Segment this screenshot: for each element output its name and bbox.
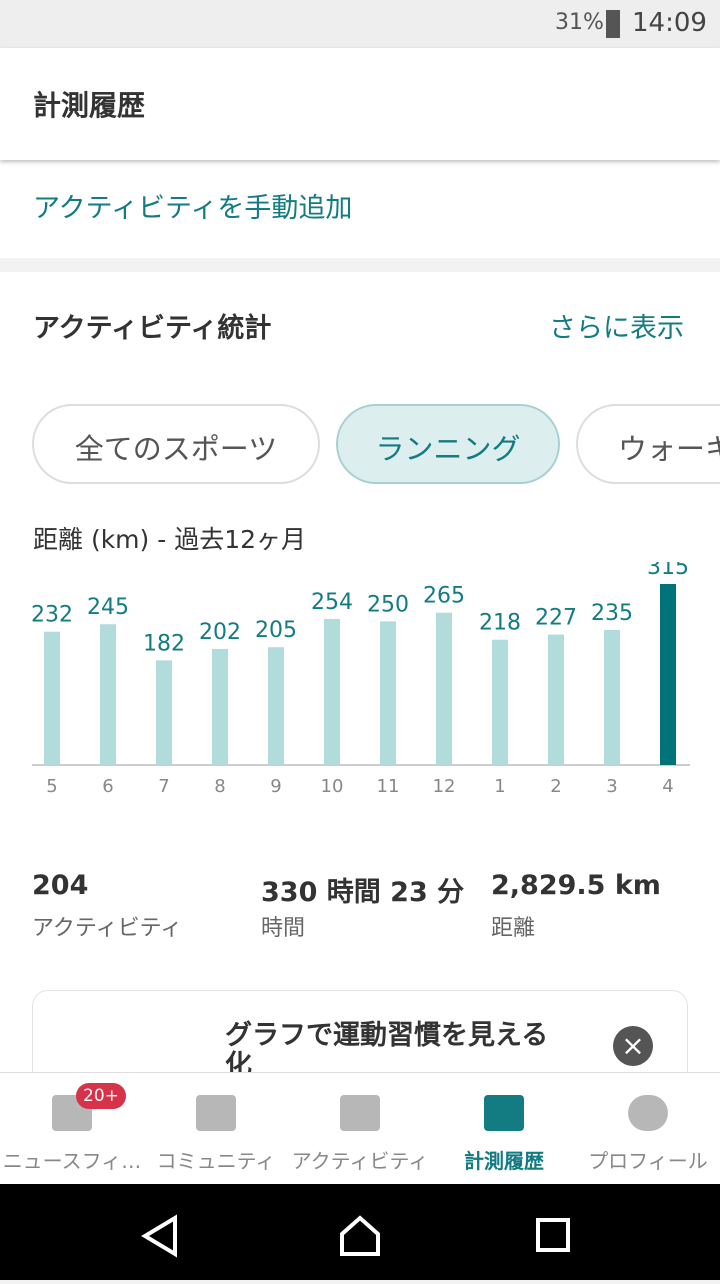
nav-label[interactable]: プロフィール	[588, 1149, 708, 1173]
x-tick-label: 8	[214, 776, 225, 797]
stats-title: アクティビティ統計	[33, 313, 272, 344]
data-label: 202	[199, 620, 241, 645]
bar	[436, 612, 452, 765]
bar	[660, 584, 676, 765]
bar	[492, 639, 508, 765]
filter-label[interactable]: ウォーキ	[617, 432, 720, 466]
x-tick-label: 6	[102, 776, 113, 797]
bar	[380, 621, 396, 765]
x-tick-label: 5	[46, 776, 57, 797]
bar	[324, 619, 340, 765]
chart: 2325245618272028205925410250112651221812…	[31, 562, 690, 797]
system-buttons	[141, 1214, 570, 1258]
battery: 31%	[555, 10, 604, 35]
time: 14:09	[632, 8, 707, 38]
bar	[100, 624, 116, 765]
data-label: 254	[311, 590, 353, 615]
data-label: 315	[647, 562, 689, 580]
more-link[interactable]: さらに表示	[549, 313, 684, 344]
summary-label: 時間	[261, 916, 306, 941]
filter-label[interactable]: 全てのスポーツ	[74, 432, 278, 466]
filter-chip[interactable]: 全てのスポーツ	[32, 404, 320, 484]
nav-label[interactable]: 計測履歴	[464, 1149, 544, 1173]
bar	[212, 648, 228, 765]
header-title: 計測履歴	[33, 89, 146, 122]
bar	[156, 660, 172, 765]
bottom-nav: ニュースフィ… 20+ コミュニティ アクティビティ 計測履歴 プロフィール	[0, 1072, 720, 1184]
add-activity[interactable]: アクティビティを手動追加	[33, 193, 353, 224]
system-nav	[0, 1184, 720, 1280]
x-tick-label: 2	[550, 776, 561, 797]
nav-badge: 20+	[76, 1083, 126, 1109]
data-label: 232	[31, 603, 73, 628]
x-tick-label: 7	[158, 776, 169, 797]
nav-label[interactable]: アクティビティ	[291, 1149, 429, 1173]
bar	[604, 629, 620, 765]
summary-label: 距離	[491, 916, 536, 941]
nav-item[interactable]: 計測履歴	[432, 1073, 576, 1185]
chart-title: 距離 (km) - 過去12ヶ月	[33, 525, 307, 554]
summary-value: 2,829.5 km	[491, 870, 661, 901]
nav-item[interactable]: アクティビティ	[288, 1073, 432, 1185]
filter-label[interactable]: ランニング	[375, 432, 521, 466]
nav-icon	[628, 1095, 668, 1131]
filters: 全てのスポーツ ランニング ウォーキ	[0, 404, 720, 484]
summary-value: 204	[32, 870, 89, 901]
battery-icon	[606, 10, 620, 38]
filter-chip[interactable]: ランニング	[336, 404, 560, 484]
filter-chip[interactable]: ウォーキ	[576, 404, 720, 484]
bar	[548, 634, 564, 765]
data-label: 235	[591, 601, 633, 626]
add-row[interactable]: アクティビティを手動追加	[0, 160, 720, 258]
nav-icon	[196, 1095, 236, 1131]
x-tick-label: 10	[321, 776, 344, 797]
nav-label[interactable]: コミュニティ	[156, 1149, 276, 1173]
data-label: 265	[423, 584, 465, 609]
nav-item[interactable]: プロフィール	[576, 1073, 720, 1185]
summary: 204 アクティビティ 330 時間 23 分時間 2,829.5 km 距離	[0, 870, 720, 950]
stats-card: アクティビティ統計 さらに表示 全てのスポーツ ランニング ウォーキ 距離 (km)…	[0, 272, 720, 1072]
nav-item[interactable]: コミュニティ	[144, 1073, 288, 1185]
promo-title: グラフで運動習慣を見える化	[225, 1020, 549, 1073]
close-button[interactable]: ×	[613, 1026, 653, 1066]
x-tick-label: 11	[377, 776, 400, 797]
header: 計測履歴	[0, 48, 720, 160]
data-label: 227	[535, 606, 577, 631]
summary-value: 330 時間 23 分	[261, 877, 465, 908]
bar	[44, 631, 60, 765]
data-label: 218	[479, 611, 521, 636]
nav-label[interactable]: ニュースフィ…	[2, 1149, 142, 1173]
nav-icon	[340, 1095, 380, 1131]
x-tick-label: 12	[433, 776, 456, 797]
x-tick-label: 9	[270, 776, 281, 797]
status-bar: 31% 14:09	[0, 0, 720, 48]
bar	[268, 647, 284, 765]
promo-card: グラフで運動習慣を見える化 ×	[32, 990, 688, 1072]
data-label: 250	[367, 592, 409, 617]
x-tick-label: 3	[606, 776, 617, 797]
data-label: 245	[87, 595, 129, 620]
x-tick-label: 4	[662, 776, 673, 797]
data-label: 182	[143, 631, 185, 656]
x-tick-label: 1	[494, 776, 505, 797]
summary-label: アクティビティ	[32, 916, 183, 941]
nav-icon	[484, 1095, 524, 1131]
nav-item[interactable]: ニュースフィ… 20+	[0, 1073, 144, 1185]
data-label: 205	[255, 618, 297, 643]
